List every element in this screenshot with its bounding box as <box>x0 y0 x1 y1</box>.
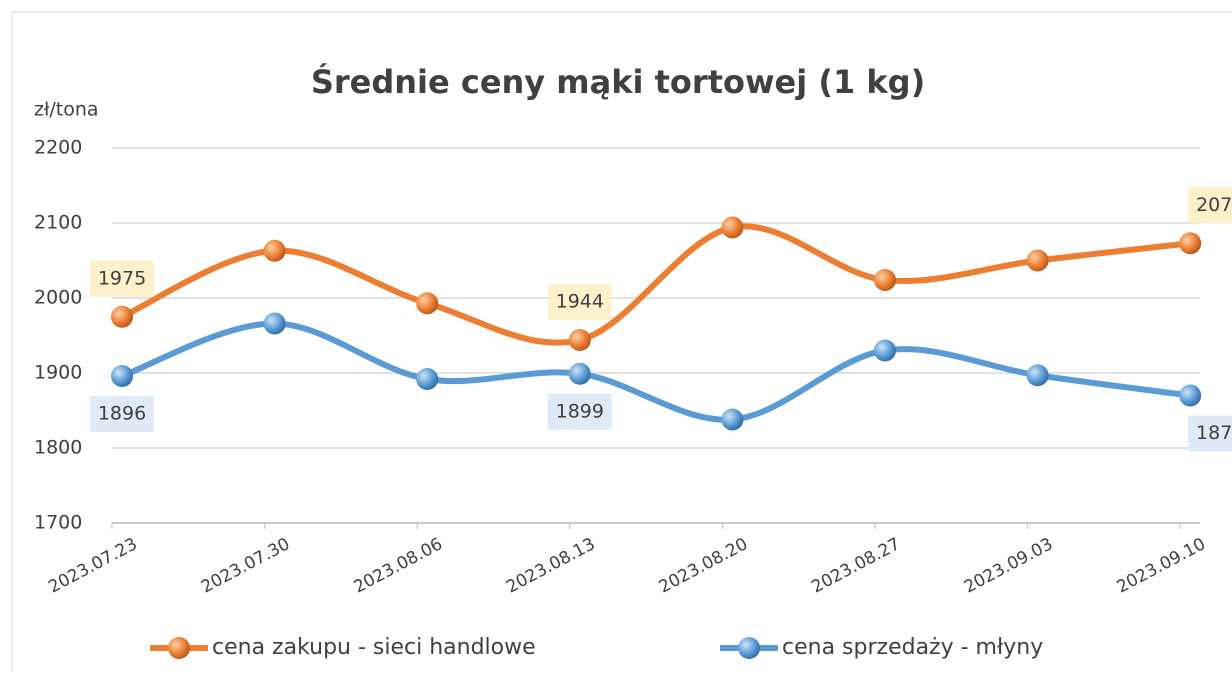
data-label: 1899 <box>556 400 604 422</box>
marker <box>568 329 591 351</box>
data-label-bg <box>1188 415 1232 452</box>
legend-marker <box>738 637 760 659</box>
y-tick-label: 1900 <box>34 362 82 384</box>
marker <box>416 368 439 390</box>
data-label: 1975 <box>98 267 146 289</box>
data-label: 2073 <box>1196 194 1232 216</box>
data-label-bg <box>547 393 612 430</box>
data-label-bg <box>90 260 154 297</box>
legend-label: cena sprzedaży - młyny <box>782 635 1043 660</box>
marker <box>1026 249 1049 272</box>
marker <box>111 365 133 387</box>
series-line <box>119 320 1194 423</box>
marker <box>874 269 896 291</box>
marker <box>263 312 286 335</box>
legend-label: cena zakupu - sieci handlowe <box>212 635 536 660</box>
y-tick-label: 1800 <box>34 437 82 459</box>
data-label: 1870 <box>1196 422 1232 444</box>
marker <box>1179 232 1202 255</box>
y-tick-label: 2100 <box>34 212 82 234</box>
legend-marker <box>168 637 190 659</box>
y-tick-label: 1700 <box>34 512 82 534</box>
data-label-bg <box>547 284 612 320</box>
marker <box>721 408 744 431</box>
data-label-bg <box>1188 187 1232 224</box>
marker <box>874 339 896 362</box>
marker <box>263 239 286 262</box>
marker <box>1179 384 1202 407</box>
marker <box>111 305 133 328</box>
marker <box>416 292 439 315</box>
data-label: 1896 <box>98 403 146 425</box>
marker <box>568 362 591 385</box>
chart-title: Średnie ceny mąki tortowej (1 kg) <box>311 62 925 101</box>
y-tick-label: 2200 <box>34 137 82 159</box>
series-line <box>119 223 1194 346</box>
y-tick-label: 2000 <box>34 287 82 309</box>
data-label: 1944 <box>556 291 604 313</box>
chart-frame <box>11 11 1232 676</box>
marker <box>1026 364 1049 387</box>
data-label-bg <box>90 396 154 432</box>
y-axis-label: zł/tona <box>34 99 99 121</box>
marker <box>721 216 744 239</box>
